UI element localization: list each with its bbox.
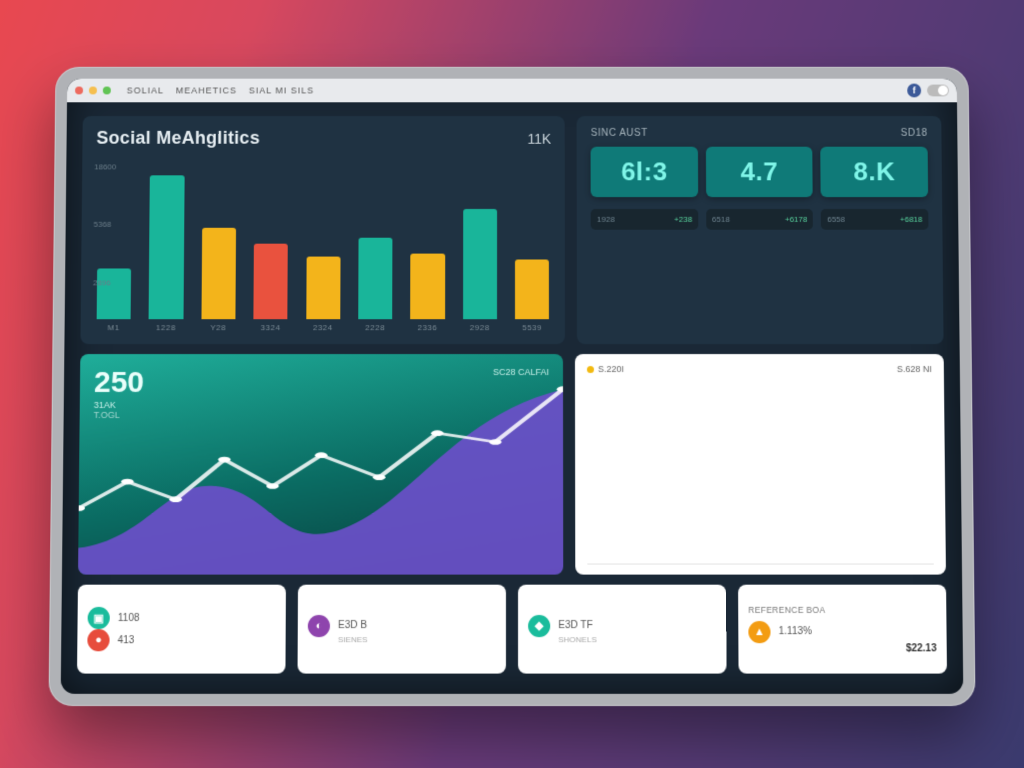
bar <box>358 238 392 320</box>
bar <box>515 260 549 320</box>
stat-icon: ▣ <box>88 607 110 629</box>
stat-label: E3D B <box>338 620 367 631</box>
x-label: M1 <box>97 323 131 332</box>
stat-card[interactable]: ▣ 1108 ● 413 <box>77 585 286 674</box>
panel-title: Social MeAhglitics <box>96 128 260 149</box>
stat-icon: ◆ <box>528 614 550 636</box>
kpi-header-left: SINC AUST <box>591 128 648 139</box>
bar <box>97 269 132 319</box>
bottom-stat-cards: ▣1108●413◐E3D BSIENES◆E3D TFSHONELSREFER… <box>77 585 947 674</box>
x-axis-labels: M1 1228 Y28 3324 2324 2228 2336 2928 5539 <box>95 319 552 332</box>
kpi-mini: 6558+6818 <box>821 209 928 230</box>
kpi-mini-stats: 1928+238 6518+6178 6558+6818 <box>591 209 929 230</box>
screen: SOLIAL MEAHETICS SIAL MI SILS f Social M… <box>61 79 964 694</box>
bar <box>254 244 289 319</box>
window-zoom-icon[interactable] <box>103 87 111 95</box>
kpi-card[interactable]: 8.K <box>821 147 928 197</box>
legend-dot-icon <box>587 366 594 373</box>
bar <box>410 253 444 319</box>
x-label: 2324 <box>306 323 340 332</box>
stat-card[interactable]: ◐E3D BSIENES <box>298 585 506 674</box>
tab-3[interactable]: SIAL MI SILS <box>249 86 314 96</box>
kpi-cards: 6l:34.78.K <box>591 147 928 197</box>
x-label: Y28 <box>201 323 235 332</box>
area-chart-panel: 250 31AK T.OGL SC28 CALFAI <box>78 354 563 575</box>
kpi-card[interactable]: 4.7 <box>706 147 813 197</box>
stacked-header-right: S.628 NI <box>897 364 932 374</box>
bar-chart-panel: Social MeAhglitics 11K 18600 5368 2896 M… <box>80 116 565 344</box>
stat-label: 1108 <box>118 612 140 623</box>
tab-1[interactable]: SOLIAL <box>127 86 164 96</box>
bar-chart: 18600 5368 2896 <box>95 149 552 320</box>
stat-icon: ◐ <box>308 614 330 636</box>
kpi-card[interactable]: 6l:3 <box>591 147 698 197</box>
x-label: 2228 <box>358 323 392 332</box>
x-label: 2336 <box>410 323 444 332</box>
stat-icon: ▲ <box>748 621 770 643</box>
browser-tabs: SOLIAL MEAHETICS SIAL MI SILS <box>127 86 314 96</box>
stat-card[interactable]: REFERENCE BOA▲1.113%$22.13 <box>738 585 947 674</box>
kpi-mini: 6518+6178 <box>706 209 813 230</box>
y-axis-label: 18600 <box>94 162 116 171</box>
panel-title-value: 11K <box>527 131 551 147</box>
stat-label: 413 <box>118 635 135 646</box>
window-close-icon[interactable] <box>75 87 83 95</box>
stacked-bar-chart <box>587 378 934 565</box>
stacked-bar-panel: S.220I S.628 NI <box>575 354 946 575</box>
dashboard: Social MeAhglitics 11K 18600 5368 2896 M… <box>61 102 964 694</box>
bar <box>201 228 236 319</box>
bar <box>306 256 340 319</box>
bar <box>149 175 184 319</box>
toggle-switch[interactable] <box>927 85 949 97</box>
window-minimize-icon[interactable] <box>89 87 97 95</box>
bar <box>463 209 497 319</box>
x-label: 5539 <box>515 323 549 332</box>
tab-2[interactable]: MEAHETICS <box>176 86 237 96</box>
stacked-header-left: S.220I <box>587 364 624 374</box>
monitor-frame: SOLIAL MEAHETICS SIAL MI SILS f Social M… <box>48 67 975 706</box>
kpi-mini: 1928+238 <box>591 209 698 230</box>
stat-label: E3D TF <box>558 620 592 631</box>
browser-chrome: SOLIAL MEAHETICS SIAL MI SILS f <box>67 79 957 103</box>
stat-icon: ● <box>87 629 109 651</box>
y-axis-label: 5368 <box>94 220 112 229</box>
y-axis-label: 2896 <box>93 278 111 287</box>
kpi-panel: SINC AUST SD18 6l:34.78.K 1928+238 6518+6… <box>577 116 944 344</box>
x-label: 2928 <box>463 323 497 332</box>
profile-avatar-icon[interactable]: f <box>907 84 921 98</box>
stat-card[interactable]: ◆E3D TFSHONELS <box>518 585 726 674</box>
stat-label: 1.113% <box>779 626 812 637</box>
x-label: 3324 <box>253 323 287 332</box>
area-chart <box>78 354 563 575</box>
x-label: 1228 <box>149 323 183 332</box>
kpi-header-right: SD18 <box>901 128 928 139</box>
